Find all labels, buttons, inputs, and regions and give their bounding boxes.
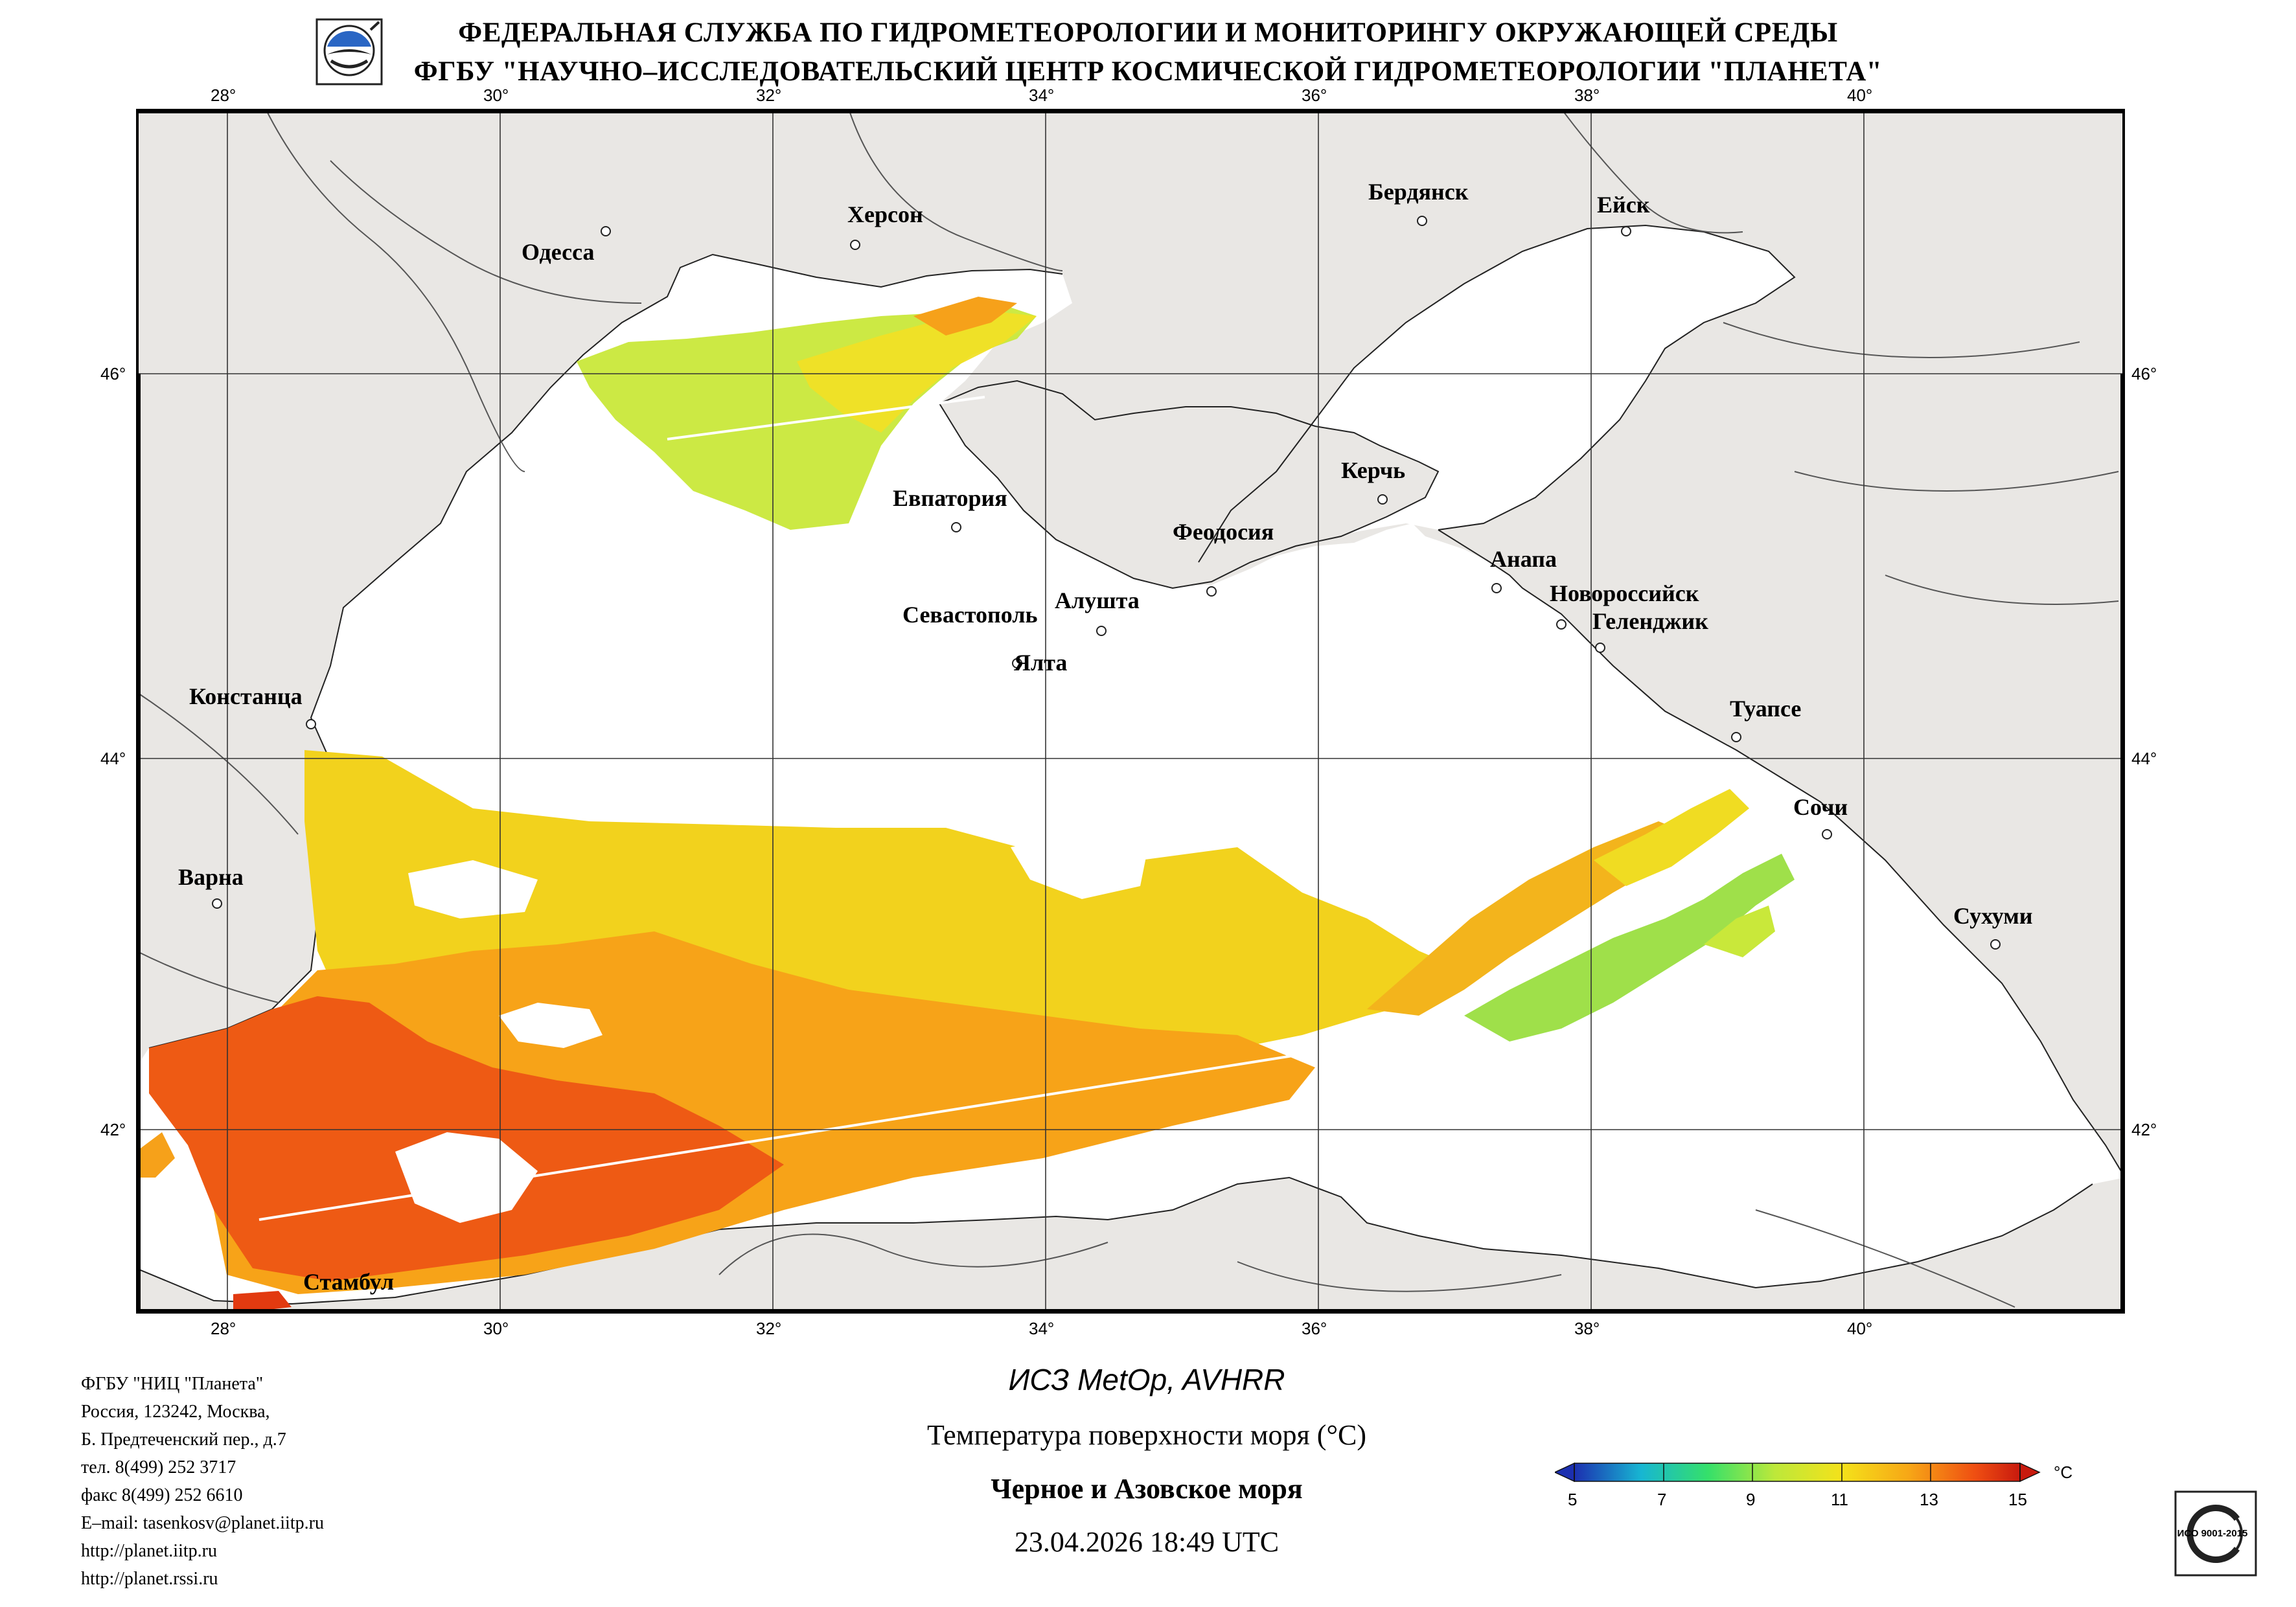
lon-tick-40-bottom: 40° <box>1847 1319 1873 1338</box>
lat-tick-42-left: 42° <box>100 1120 126 1139</box>
agency-title: ФЕДЕРАЛЬНАЯ СЛУЖБА ПО ГИДРОМЕТЕОРОЛОГИИ … <box>458 17 1838 48</box>
org-line-country: Россия, 123242, Москва, <box>81 1402 270 1422</box>
colorbar-label-5: 5 <box>1568 1490 1578 1509</box>
city-constanta: Констанца <box>189 683 303 709</box>
city-anapa: Анапа <box>1490 546 1557 572</box>
lon-tick-38-bottom: 38° <box>1574 1319 1600 1338</box>
org-line-phone: тел. 8(499) 252 3717 <box>81 1457 236 1477</box>
city-evpatoria: Евпатория <box>893 485 1007 511</box>
iso-certificate-text: ИСО 9001-2015 <box>2177 1528 2248 1539</box>
city-istanbul: Стамбул <box>303 1269 395 1295</box>
colorbar-label-11: 11 <box>1831 1490 1848 1509</box>
sst-patches <box>136 297 1795 1314</box>
org-line-fax: факс 8(499) 252 6610 <box>81 1485 243 1505</box>
lat-tick-44-right: 44° <box>2131 749 2157 768</box>
satellite-caption: ИСЗ MetOp, AVHRR <box>1008 1363 1285 1396</box>
lon-tick-28-top: 28° <box>211 85 236 105</box>
lon-tick-30-top: 30° <box>483 85 509 105</box>
city-gelendzhik: Геленджик <box>1592 608 1708 634</box>
temperature-colorbar <box>1555 1462 2041 1483</box>
lon-tick-38-top: 38° <box>1574 85 1600 105</box>
colorbar-unit: °C <box>2054 1463 2073 1482</box>
lat-tick-46-right: 46° <box>2131 364 2157 383</box>
city-berdyansk: Бердянск <box>1368 179 1469 205</box>
city-sukhumi: Сухуми <box>1953 903 2033 929</box>
lon-tick-34-bottom: 34° <box>1029 1319 1055 1338</box>
colorbar-label-9: 9 <box>1746 1490 1756 1509</box>
scan-lines <box>258 396 1465 1221</box>
org-line-email[interactable]: E–mail: tasenkosv@planet.iitp.ru <box>81 1513 324 1533</box>
crimea-land <box>939 381 1438 588</box>
org-line-url-2[interactable]: http://planet.rssi.ru <box>81 1569 218 1589</box>
city-novorossiysk: Новороссийск <box>1550 580 1699 606</box>
borders <box>136 109 2119 1308</box>
graticule <box>136 109 2125 1314</box>
lon-tick-36-bottom: 36° <box>1302 1319 1327 1338</box>
lon-tick-34-top: 34° <box>1029 85 1055 105</box>
org-line-name: ФГБУ "НИЦ "Планета" <box>81 1374 264 1394</box>
lat-tick-46-left: 46° <box>100 364 126 383</box>
city-kerch: Керчь <box>1341 457 1406 483</box>
colorbar-label-15: 15 <box>2008 1490 2027 1509</box>
city-sochi: Сочи <box>1793 794 1848 820</box>
city-sevastopol: Севастополь <box>902 602 1038 628</box>
colorbar-label-13: 13 <box>1920 1490 1938 1509</box>
lat-tick-44-left: 44° <box>100 749 126 768</box>
org-line-street: Б. Предтеченский пер., д.7 <box>81 1430 286 1450</box>
colorbar-label-7: 7 <box>1657 1490 1667 1509</box>
lon-tick-30-bottom: 30° <box>483 1319 509 1338</box>
lon-tick-40-top: 40° <box>1847 85 1873 105</box>
sea-temperature-map <box>136 109 2125 1314</box>
city-tuapse: Туапсе <box>1730 696 1802 722</box>
planeta-logo <box>316 18 383 85</box>
lon-tick-32-bottom: 32° <box>756 1319 782 1338</box>
region-caption: Черное и Азовское моря <box>991 1473 1303 1505</box>
lon-tick-28-bottom: 28° <box>211 1319 236 1338</box>
organization-info: ФГБУ "НИЦ "Планета" Россия, 123242, Моск… <box>81 1370 324 1593</box>
city-kherson: Херсон <box>847 201 923 227</box>
turkey-land <box>136 1178 2125 1314</box>
org-line-url-1[interactable]: http://planet.iitp.ru <box>81 1541 217 1561</box>
lon-tick-36-top: 36° <box>1302 85 1327 105</box>
city-odessa: Одесса <box>522 239 595 265</box>
lon-tick-32-top: 32° <box>756 85 782 105</box>
city-feodosia: Феодосия <box>1173 519 1274 545</box>
lat-tick-42-right: 42° <box>2131 1120 2157 1139</box>
city-varna: Варна <box>178 864 244 890</box>
city-markers <box>212 216 2001 950</box>
iso-certificate-badge: ИСО 9001-2015 <box>2174 1490 2257 1577</box>
center-title: ФГБУ "НАУЧНО–ИССЛЕДОВАТЕЛЬСКИЙ ЦЕНТР КОС… <box>413 56 1883 87</box>
datetime-caption: 23.04.2026 18:49 UTC <box>1014 1526 1280 1558</box>
parameter-caption: Температура поверхности моря (°С) <box>926 1419 1367 1451</box>
city-yalta: Ялта <box>1014 650 1068 676</box>
city-alushta: Алушта <box>1055 587 1140 613</box>
city-yeysk: Ейск <box>1597 192 1650 218</box>
